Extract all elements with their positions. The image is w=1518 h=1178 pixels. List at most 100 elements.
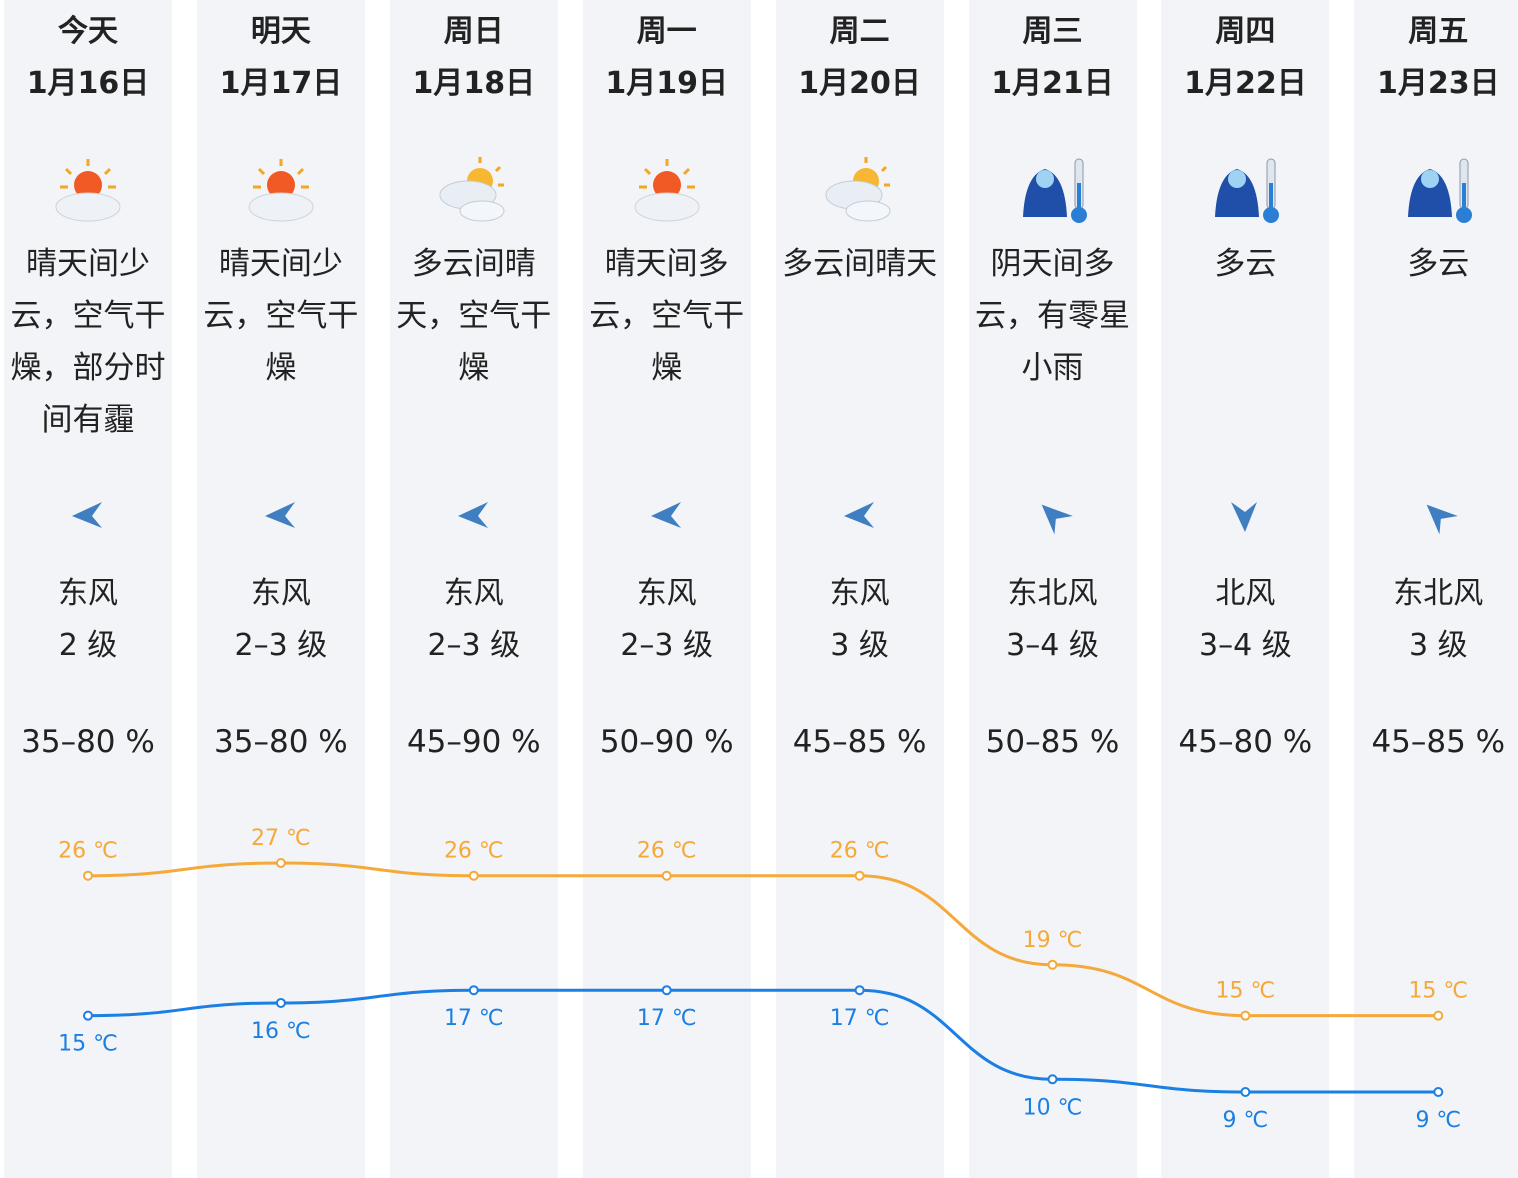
humidity: 50–90 %: [599, 724, 734, 760]
weather-icon: [248, 159, 314, 222]
high-temp-point: [1433, 1010, 1444, 1021]
wind-direction: 东北风: [1007, 576, 1098, 611]
day-name: 今天: [58, 14, 118, 49]
day-name: 周三: [1022, 14, 1083, 49]
high-temp-point: [1240, 1010, 1251, 1021]
day-date: 1月18日: [412, 66, 536, 101]
day-name: 周二: [829, 14, 890, 49]
weather-desc: 晴天间多云，空气干燥: [589, 246, 745, 386]
low-temp-label: 9 ℃: [1415, 1108, 1461, 1133]
high-temp-line: [87, 861, 1439, 1018]
wind-level: 3–4 级: [1006, 628, 1099, 663]
low-temp-label: 15 ℃: [58, 1032, 118, 1057]
high-temp-label: 26 ℃: [830, 839, 890, 864]
humidity: 50–85 %: [985, 724, 1120, 760]
wind-direction: 东风: [636, 576, 697, 611]
weather-desc: 多云: [1214, 246, 1277, 282]
day-date: 1月22日: [1184, 66, 1307, 101]
wind-arrow: [264, 502, 295, 528]
day-name: 周四: [1215, 14, 1276, 49]
wind-direction: 北风: [1215, 576, 1276, 611]
weather-icon: [1408, 158, 1473, 223]
low-temp-label: 16 ℃: [251, 1019, 311, 1044]
weather-icon: [439, 157, 505, 222]
weather-desc: 晴天间少云，空气干燥: [203, 246, 359, 386]
high-temp-label: 26 ℃: [58, 839, 118, 864]
high-temp-point: [468, 870, 479, 881]
weather-icon: [1022, 158, 1087, 223]
low-temp-point: [275, 997, 286, 1008]
wind-level: 2–3 级: [620, 628, 714, 663]
high-temp-point: [661, 870, 672, 881]
high-temp-label: 27 ℃: [251, 826, 311, 851]
wind-direction: 东风: [250, 576, 311, 611]
humidity: 45–90 %: [406, 724, 541, 760]
low-temp-point: [661, 985, 672, 996]
day-date: 1月21日: [991, 66, 1114, 101]
high-temp-label: 26 ℃: [637, 839, 697, 864]
weather-icon: [825, 157, 891, 222]
wind-direction: 东风: [829, 576, 890, 611]
weather-icon: [55, 159, 121, 222]
high-temp-label: 26 ℃: [444, 839, 504, 864]
wind-level: 3 级: [1408, 628, 1468, 663]
wind-arrow: [650, 502, 681, 528]
day-name: 周日: [443, 14, 504, 49]
high-temp-point: [854, 870, 865, 881]
humidity: 45–80 %: [1178, 724, 1313, 760]
weather-desc: 晴天间少云，空气干燥，部分时间有霾: [10, 246, 166, 438]
high-temp-point: [275, 858, 286, 868]
weather-desc: 多云间晴天: [782, 246, 938, 282]
wind-level: 2 级: [58, 628, 118, 663]
wind-arrow: [1426, 504, 1459, 535]
day-date: 1月16日: [26, 66, 150, 101]
wind-level: 3–4 级: [1199, 628, 1292, 663]
humidity: 45–85 %: [1371, 724, 1506, 760]
wind-direction: 东北风: [1393, 576, 1484, 611]
day-name: 周五: [1408, 14, 1469, 49]
wind-direction: 东风: [58, 576, 118, 611]
low-temp-label: 17 ℃: [637, 1006, 697, 1031]
low-temp-line: [87, 988, 1439, 1094]
wind-arrow: [843, 502, 874, 528]
wind-level: 3 级: [830, 628, 889, 663]
wind-arrow: [1231, 502, 1258, 532]
weather-desc: 阴天间多云，有零星小雨: [975, 246, 1130, 386]
low-temp-label: 17 ℃: [444, 1006, 504, 1031]
weather-desc: 多云: [1407, 246, 1470, 282]
wind-arrow: [72, 502, 102, 528]
low-temp-point: [468, 985, 479, 996]
low-temp-label: 17 ℃: [830, 1006, 890, 1031]
day-date: 1月20日: [798, 66, 921, 101]
weather-icon: [634, 159, 700, 222]
day-date: 1月23日: [1376, 66, 1500, 101]
day-name: 周一: [636, 14, 697, 49]
high-temp-point: [83, 870, 93, 881]
low-temp-label: 10 ℃: [1023, 1095, 1083, 1120]
low-temp-label: 9 ℃: [1223, 1108, 1269, 1133]
wind-arrow: [457, 502, 488, 528]
wind-arrow: [1041, 504, 1073, 535]
high-temp-label: 15 ℃: [1216, 979, 1276, 1004]
low-temp-point: [1047, 1074, 1058, 1085]
weather-desc: 多云间晴天，空气干燥: [396, 246, 552, 386]
day-name: 明天: [250, 14, 311, 49]
humidity: 35–80 %: [214, 724, 348, 760]
high-temp-label: 15 ℃: [1408, 979, 1468, 1004]
wind-level: 2–3 级: [427, 628, 521, 663]
weather-icon: [1215, 158, 1280, 223]
day-date: 1月19日: [605, 66, 728, 101]
day-date: 1月17日: [219, 66, 343, 101]
low-temp-point: [1240, 1087, 1251, 1097]
humidity: 35–80 %: [21, 724, 155, 760]
high-temp-point: [1047, 959, 1058, 970]
high-temp-label: 19 ℃: [1023, 928, 1083, 953]
low-temp-point: [854, 985, 865, 996]
wind-direction: 东风: [443, 576, 504, 611]
humidity: 45–85 %: [792, 724, 927, 760]
wind-level: 2–3 级: [234, 628, 328, 663]
low-temp-point: [1433, 1087, 1444, 1097]
low-temp-point: [83, 1010, 93, 1021]
